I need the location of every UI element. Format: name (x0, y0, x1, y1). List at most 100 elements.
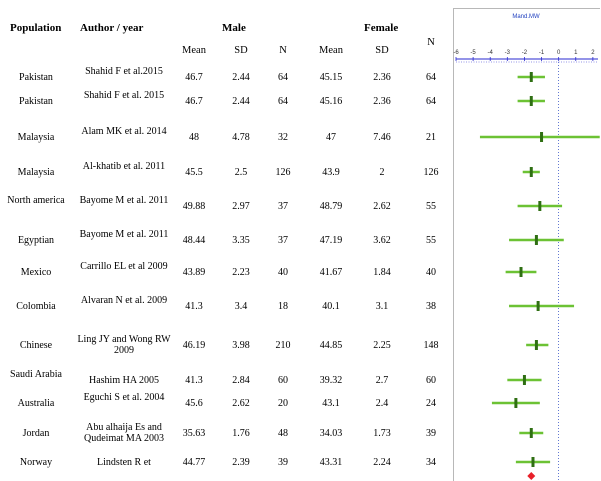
cell-female-sd: 7.46 (373, 132, 391, 143)
x-tick-label: -1 (539, 50, 545, 56)
cell-female-sd: 2.7 (375, 375, 389, 386)
cell-male-sd: 2.84 (232, 375, 250, 386)
effect-estimate-marker (534, 235, 538, 245)
effect-estimate-marker (529, 428, 533, 438)
cell-female-n: 21 (426, 132, 436, 143)
cell-population: Egyptian (17, 235, 55, 246)
cell-population: Pakistan (19, 72, 53, 83)
cell-male-sd: 4.78 (232, 132, 250, 143)
cell-male-sd: 3.35 (232, 235, 250, 246)
header-female-mean: Mean (319, 45, 343, 56)
cell-female-mean: 40.1 (322, 301, 340, 312)
cell-female-n: 55 (426, 201, 436, 212)
cell-male-n: 37 (278, 201, 288, 212)
cell-male-mean: 45.5 (185, 167, 203, 178)
effect-estimate-marker (522, 375, 526, 385)
cell-male-sd: 2.39 (232, 457, 250, 468)
cell-female-sd: 2.24 (373, 457, 391, 468)
cell-population: Jordan (22, 428, 50, 439)
cell-population: North america (7, 195, 65, 206)
pooled-estimate-diamond (527, 472, 536, 480)
x-tick-label: -5 (470, 50, 476, 56)
cell-female-mean: 34.03 (319, 428, 343, 439)
cell-male-mean: 41.3 (185, 301, 203, 312)
cell-population: Malaysia (17, 132, 55, 143)
cell-male-mean: 46.19 (182, 340, 206, 351)
effect-estimate-marker (540, 132, 544, 142)
cell-female-mean: 47.19 (319, 235, 343, 246)
cell-male-n: 126 (275, 167, 291, 178)
cell-population: Chinese (19, 340, 53, 351)
cell-male-n: 210 (275, 340, 291, 351)
x-tick-label: -3 (505, 50, 511, 56)
header-female: Female (364, 22, 399, 34)
x-tick-label: -6 (453, 50, 459, 56)
cell-female-mean: 41.67 (319, 267, 343, 278)
cell-female-n: 126 (423, 167, 439, 178)
cell-female-n: 60 (426, 375, 436, 386)
cell-population: Malaysia (17, 167, 55, 178)
cell-male-mean: 45.6 (185, 398, 203, 409)
cell-male-mean: 43.89 (182, 267, 206, 278)
cell-female-mean: 44.85 (319, 340, 343, 351)
x-tick-label: -2 (522, 50, 528, 56)
effect-estimate-marker (529, 72, 533, 82)
effect-estimate-marker (519, 267, 523, 277)
cell-author: Hashim HA 2005 (89, 375, 159, 386)
cell-male-n: 60 (278, 375, 288, 386)
cell-population: Mexico (20, 267, 52, 278)
cell-author: Shahid F et al. 2015 (83, 90, 165, 101)
header-population: Population (10, 22, 62, 34)
header-female-sd: SD (375, 45, 389, 56)
cell-author: Ling JY and Wong RW 2009 (77, 334, 171, 356)
cell-male-mean: 48.44 (182, 235, 206, 246)
header-author-year: Author / year (80, 22, 144, 34)
cell-male-sd: 2.5 (234, 167, 248, 178)
cell-author: Abu alhaija Es and Qudeimat MA 2003 (84, 422, 164, 444)
cell-author: Al-khatib et al. 2011 (82, 161, 166, 172)
x-tick-label: 0 (557, 50, 561, 56)
cell-female-sd: 2.62 (373, 201, 391, 212)
x-tick-label: -4 (488, 50, 494, 56)
cell-author: Alam MK et al. 2014 (81, 126, 167, 137)
cell-male-n: 20 (278, 398, 288, 409)
cell-female-sd: 3.62 (373, 235, 391, 246)
cell-male-sd: 3.4 (234, 301, 248, 312)
cell-male-sd: 2.23 (232, 267, 250, 278)
cell-male-mean: 46.7 (185, 72, 203, 83)
cell-female-mean: 45.16 (319, 96, 343, 107)
cell-female-mean: 45.15 (319, 72, 343, 83)
cell-female-sd: 1.73 (373, 428, 391, 439)
header-male-sd: SD (234, 45, 248, 56)
effect-estimate-marker (531, 457, 535, 467)
cell-female-sd: 2 (379, 167, 385, 178)
effect-estimate-marker (534, 340, 538, 350)
header-male-n: N (279, 45, 287, 56)
cell-author: Alvaran N et al. 2009 (80, 295, 168, 306)
cell-male-mean: 48 (189, 132, 199, 143)
cell-female-n: 34 (426, 457, 436, 468)
cell-female-sd: 2.36 (373, 72, 391, 83)
cell-male-mean: 41.3 (185, 375, 203, 386)
cell-male-n: 39 (278, 457, 288, 468)
cell-female-n: 64 (426, 72, 436, 83)
cell-author: Lindsten R et (97, 457, 151, 468)
cell-male-sd: 2.44 (232, 72, 250, 83)
cell-female-n: 39 (426, 428, 436, 439)
cell-male-n: 64 (278, 96, 288, 107)
cell-female-sd: 2.25 (373, 340, 391, 351)
cell-male-sd: 2.97 (232, 201, 250, 212)
cell-male-sd: 3.98 (232, 340, 250, 351)
cell-author: Bayome M et al. 2011 (79, 195, 169, 206)
header-male-mean: Mean (182, 45, 206, 56)
cell-population: Colombia (16, 301, 56, 312)
x-tick-label: 2 (591, 50, 595, 56)
header-female-n: N (427, 37, 435, 48)
cell-female-n: 24 (426, 398, 436, 409)
cell-male-mean: 46.7 (185, 96, 203, 107)
cell-female-n: 40 (426, 267, 436, 278)
forest-plot-frame (453, 8, 600, 481)
cell-author: Eguchi S et al. 2004 (83, 392, 165, 403)
cell-population: Saudi Arabia (10, 369, 62, 380)
